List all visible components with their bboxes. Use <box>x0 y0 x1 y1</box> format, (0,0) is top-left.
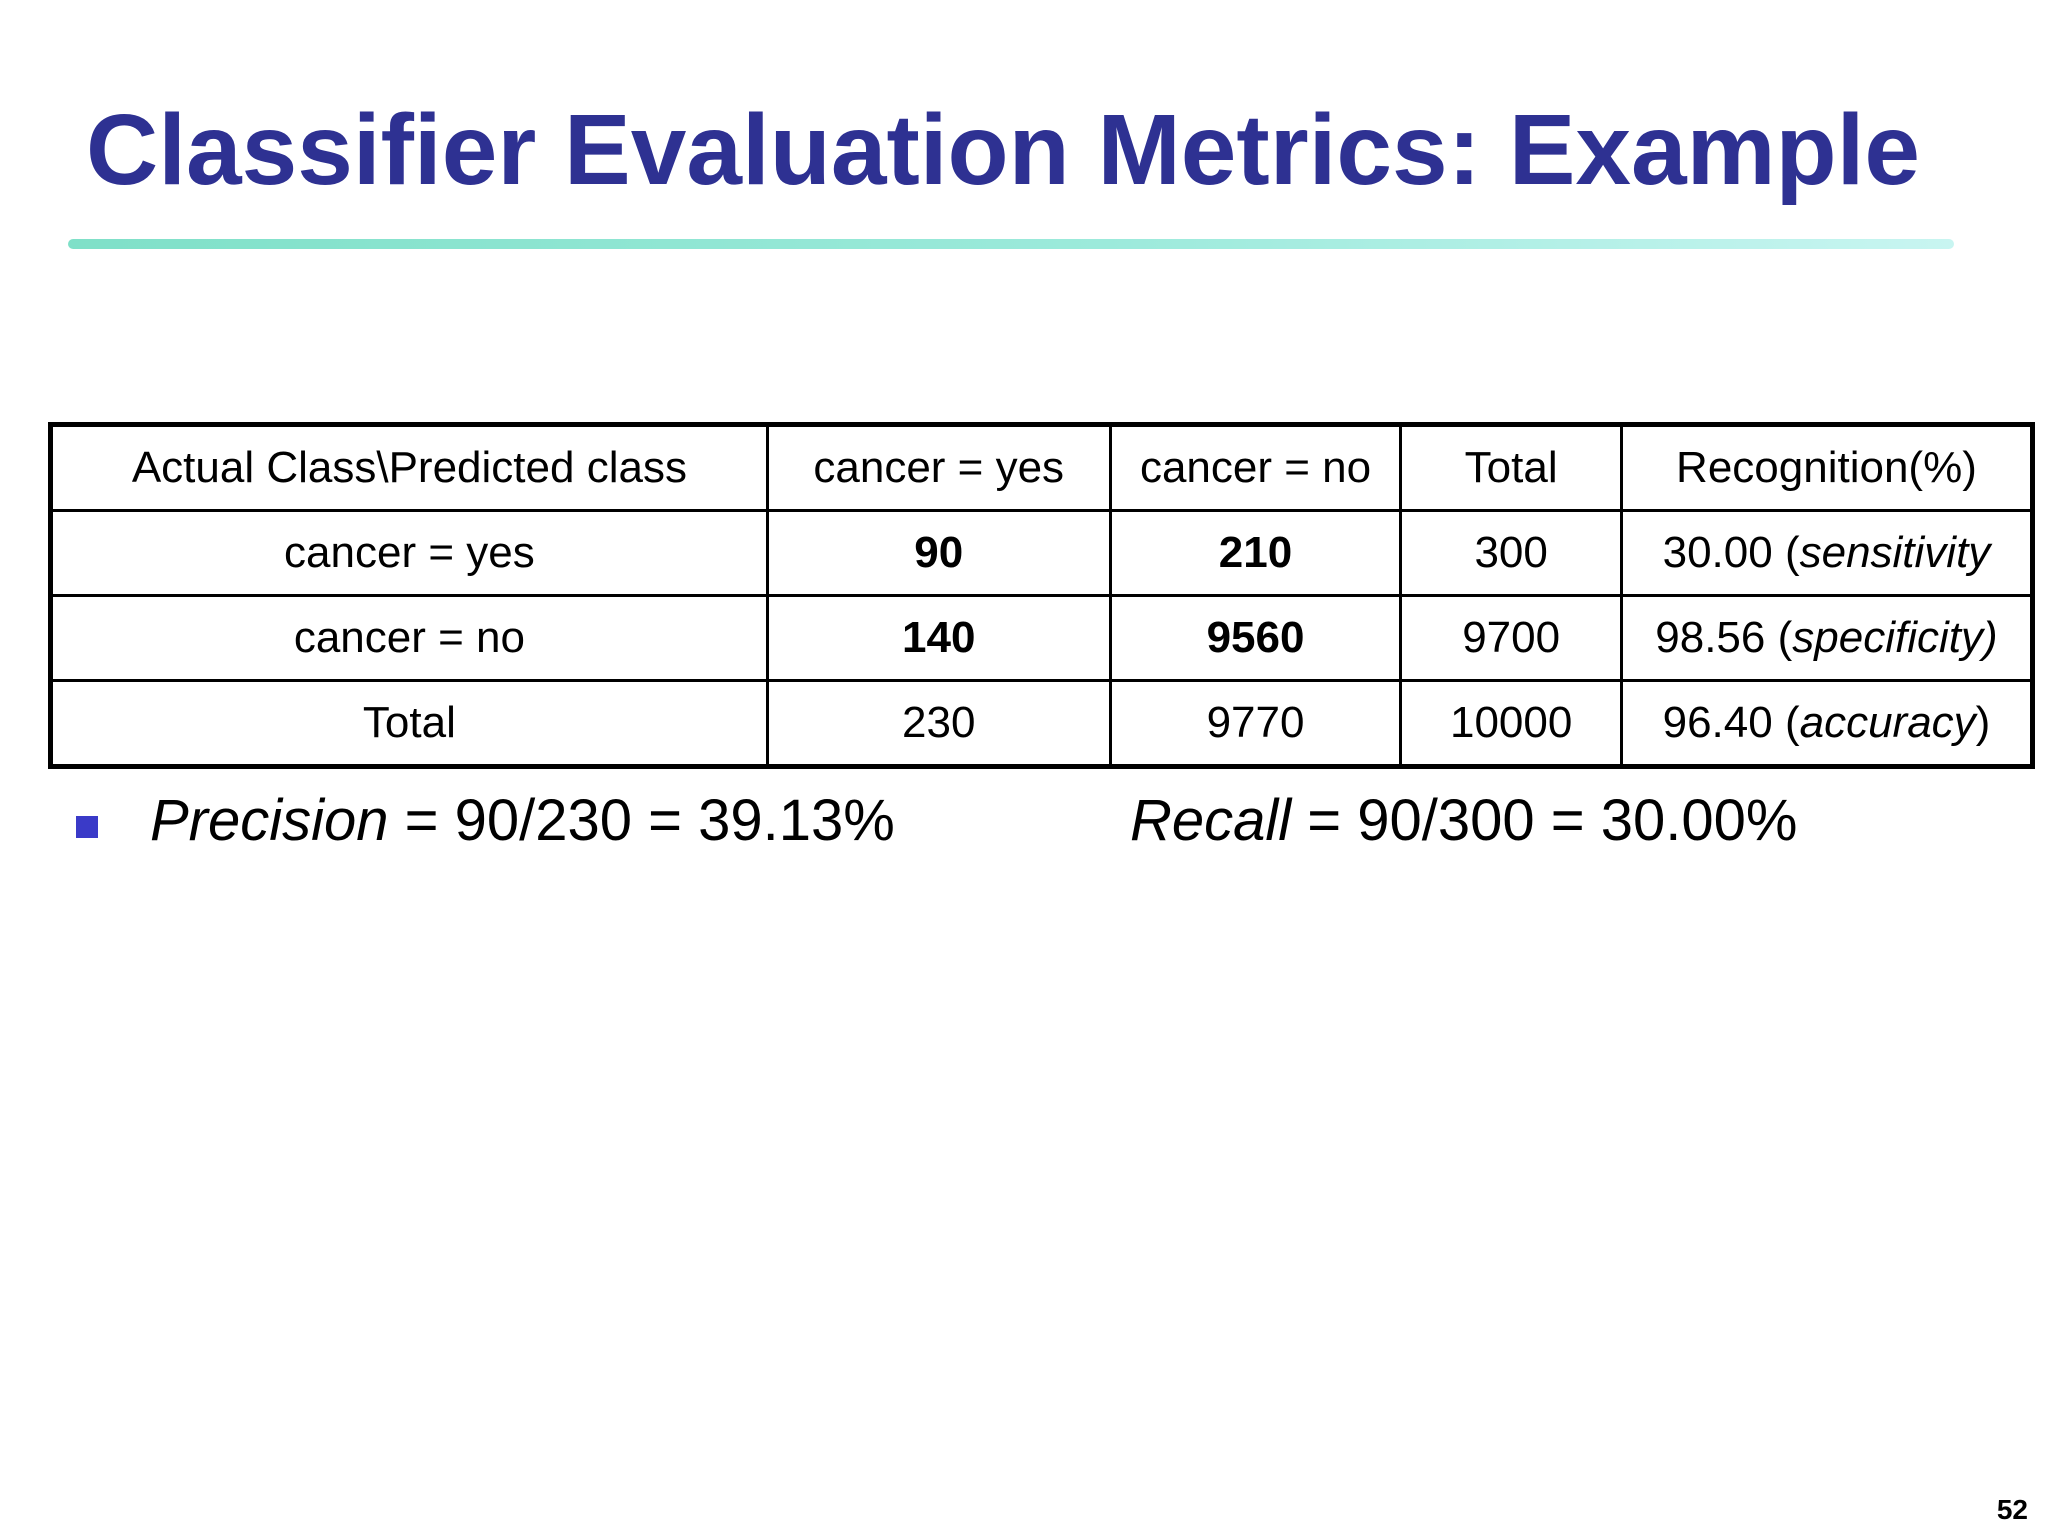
recognition-open: ( <box>1777 613 1793 662</box>
title-underline <box>68 239 1954 249</box>
row-label: cancer = yes <box>49 509 769 597</box>
recognition-value: 30.00 <box>1662 528 1773 577</box>
row-label: cancer = no <box>49 594 769 682</box>
header-total: Total <box>1399 423 1623 512</box>
header-corner: Actual Class\Predicted class <box>49 423 769 512</box>
column-total-cell: 230 <box>765 679 1112 768</box>
row-label: Total <box>49 679 769 768</box>
page-number: 52 <box>1996 1494 2028 1525</box>
recall-label: Recall <box>1130 788 1292 853</box>
slide-title: Classifier Evaluation Metrics: Example <box>86 94 1921 206</box>
true-positive-cell: 90 <box>765 509 1112 597</box>
recognition-value: 98.56 <box>1655 613 1766 662</box>
precision-formula: Precision = 90/230 = 39.13% <box>150 786 895 856</box>
recognition-open: ( <box>1784 528 1800 577</box>
table-row: Total 230 9770 10000 96.40 (accuracy) <box>49 679 2035 768</box>
confusion-matrix-table: Actual Class\Predicted class cancer = ye… <box>48 422 2035 769</box>
recognition-cell: 96.40 (accuracy) <box>1619 679 2035 768</box>
false-positive-cell: 140 <box>765 594 1112 682</box>
grand-total-cell: 10000 <box>1399 679 1623 768</box>
table-row: cancer = yes 90 210 300 30.00 (sensitivi… <box>49 509 2035 597</box>
column-total-cell: 9770 <box>1108 679 1403 768</box>
precision-value: = 90/230 = 39.13% <box>388 788 895 853</box>
true-negative-cell: 9560 <box>1108 594 1403 682</box>
recognition-open: ( <box>1784 698 1800 747</box>
row-total-cell: 300 <box>1399 509 1623 597</box>
recall-value: = 90/300 = 30.00% <box>1291 788 1798 853</box>
false-negative-cell: 210 <box>1108 509 1403 597</box>
recall-formula: Recall = 90/300 = 30.00% <box>1130 786 1797 856</box>
header-recognition: Recognition(%) <box>1619 423 2035 512</box>
metrics-bullet: Precision = 90/230 = 39.13% Recall = 90/… <box>76 786 1976 856</box>
recognition-term: sensitivity <box>1799 528 1991 577</box>
recognition-close: ) <box>1975 698 1991 747</box>
table-header-row: Actual Class\Predicted class cancer = ye… <box>49 423 2035 512</box>
recognition-cell: 98.56 (specificity) <box>1619 594 2035 682</box>
recognition-cell: 30.00 (sensitivity <box>1619 509 2035 597</box>
square-bullet-icon <box>76 816 98 838</box>
recognition-term: accuracy <box>1799 698 1976 747</box>
precision-label: Precision <box>150 788 389 853</box>
row-total-cell: 9700 <box>1399 594 1623 682</box>
recognition-term: specificity) <box>1792 613 1998 662</box>
recognition-value: 96.40 <box>1662 698 1773 747</box>
header-cancer-yes: cancer = yes <box>765 423 1112 512</box>
header-cancer-no: cancer = no <box>1108 423 1403 512</box>
table-row: cancer = no 140 9560 9700 98.56 (specifi… <box>49 594 2035 682</box>
